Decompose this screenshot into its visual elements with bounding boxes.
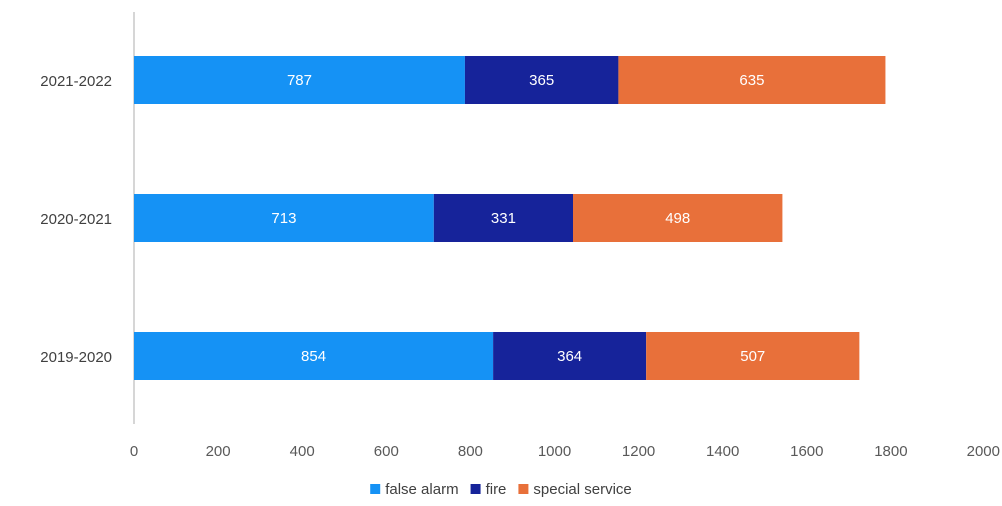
bar-false-alarm-2020-2021 [134,194,434,242]
legend-swatch-fire [470,484,481,494]
legend-swatch-false-alarm [370,484,381,494]
x-tick-label-600: 600 [374,443,399,460]
data-label-false-alarm-2020-2021: 713 [271,210,296,227]
data-label-special-service-2019-2020: 507 [740,348,765,365]
bars-layer: 787 365 635 713 331 498 854 364 507 [134,56,886,380]
bar-special-service-2021-2022 [618,56,886,104]
data-label-fire-2020-2021: 331 [491,210,516,227]
legend-label-false-alarm: false alarm [385,481,458,498]
x-tick-label-1600: 1600 [790,443,823,460]
category-label-2021-2022: 2021-2022 [40,73,112,90]
data-label-special-service-2021-2022: 635 [739,72,764,89]
bar-fire-2020-2021 [433,194,574,242]
legend-label-special-service: special service [533,481,631,498]
x-tick-label-0: 0 [130,443,138,460]
bar-false-alarm-2019-2020 [134,332,494,380]
data-label-false-alarm-2019-2020: 854 [301,348,326,365]
data-label-false-alarm-2021-2022: 787 [287,72,312,89]
bar-group-2019-2020: 854 364 507 [134,332,860,380]
x-tick-label-1800: 1800 [874,443,907,460]
bar-false-alarm-2021-2022 [134,56,465,104]
bar-fire-2019-2020 [493,332,647,380]
legend-swatch-special-service [518,484,529,494]
bar-special-service-2019-2020 [646,332,860,380]
bar-group-2021-2022: 787 365 635 [134,56,886,104]
x-tick-label-200: 200 [206,443,231,460]
bar-special-service-2020-2021 [573,194,783,242]
x-tick-label-2000: 2000 [967,443,1000,460]
x-tick-label-400: 400 [290,443,315,460]
x-tick-label-800: 800 [458,443,483,460]
x-tick-label-1000: 1000 [538,443,571,460]
bar-group-2020-2021: 713 331 498 [134,194,783,242]
data-label-fire-2021-2022: 365 [529,72,554,89]
x-tick-label-1200: 1200 [622,443,655,460]
x-tick-label-1400: 1400 [706,443,739,460]
x-axis-ticks: 0 200 400 600 800 1000 1200 1400 1600 1800 2000 [130,443,1000,460]
data-label-fire-2019-2020: 364 [557,348,582,365]
legend: false alarm fire special service [370,481,632,498]
category-label-2020-2021: 2020-2021 [40,211,112,228]
bar-fire-2021-2022 [464,56,619,104]
data-label-special-service-2020-2021: 498 [665,210,690,227]
category-label-2019-2020: 2019-2020 [40,349,112,366]
legend-label-fire: fire [486,481,507,498]
category-labels: 2021-2022 2020-2021 2019-2020 [40,73,112,366]
